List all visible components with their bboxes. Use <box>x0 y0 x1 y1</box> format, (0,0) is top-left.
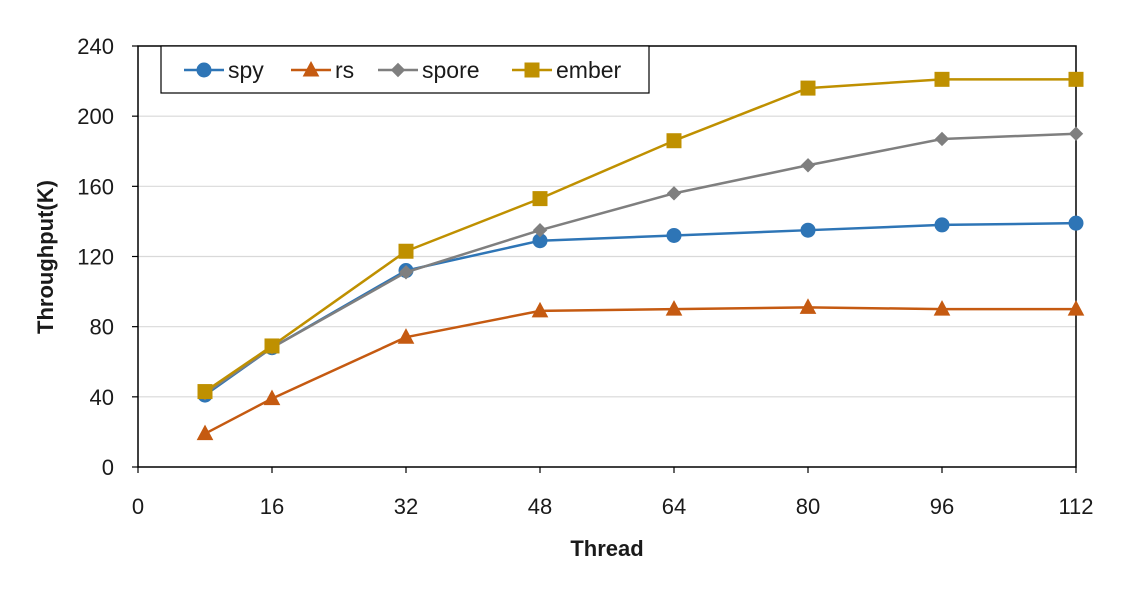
x-tick-label: 80 <box>796 494 820 519</box>
series-spore <box>197 126 1084 401</box>
data-point-spore <box>532 222 548 238</box>
legend-marker-ember <box>524 62 540 78</box>
data-point-rs <box>933 300 951 316</box>
x-tick-label: 0 <box>132 494 144 519</box>
legend-marker-rs <box>302 60 320 77</box>
data-point-ember <box>1068 71 1084 87</box>
y-tick-label: 160 <box>77 174 114 199</box>
y-tick-label: 80 <box>90 315 114 340</box>
x-tick-label: 48 <box>528 494 552 519</box>
x-tick-label: 112 <box>1058 494 1093 519</box>
x-tick-label: 64 <box>662 494 686 519</box>
legend-item-ember: ember <box>512 57 622 83</box>
data-point-spore <box>934 131 950 147</box>
data-point-spy <box>934 217 950 233</box>
gridlines <box>138 115 1076 398</box>
data-point-rs <box>665 300 683 316</box>
x-axis-ticks: 0 16 32 48 64 80 96 112 <box>132 467 1094 519</box>
x-tick-label: 32 <box>394 494 418 519</box>
legend-item-spore: spore <box>378 57 480 83</box>
data-point-ember <box>264 338 280 354</box>
legend-label: rs <box>335 57 354 83</box>
legend-label: ember <box>556 57 622 83</box>
data-point-ember <box>197 384 213 400</box>
data-point-spore <box>800 158 816 173</box>
legend-marker-spy <box>196 62 212 78</box>
series-line-ember <box>204 78 1076 393</box>
data-point-spore <box>666 186 682 201</box>
data-point-rs <box>263 389 281 406</box>
x-tick-label: 16 <box>260 494 284 519</box>
legend-item-rs: rs <box>291 57 354 83</box>
data-point-spy <box>800 222 816 238</box>
legend-marker-spore <box>390 62 406 78</box>
series-ember <box>197 71 1084 400</box>
y-tick-label: 120 <box>77 245 114 270</box>
data-point-ember <box>532 191 548 207</box>
y-tick-label: 40 <box>90 385 114 410</box>
data-point-ember <box>666 133 682 149</box>
data-point-ember <box>934 71 950 87</box>
y-tick-label: 240 <box>77 34 114 59</box>
series-line-spore <box>204 132 1077 395</box>
series-group <box>196 71 1085 441</box>
data-point-ember <box>800 80 816 96</box>
y-tick-label: 0 <box>102 455 114 480</box>
data-point-spy <box>1068 215 1084 231</box>
x-tick-label: 96 <box>930 494 954 519</box>
data-point-rs <box>799 298 817 314</box>
legend-label: spore <box>422 57 480 83</box>
data-point-rs <box>196 424 214 441</box>
y-tick-label: 200 <box>77 104 114 129</box>
series-rs <box>196 298 1085 441</box>
y-axis-ticks: 0 40 80 120 160 200 240 <box>77 34 138 480</box>
data-point-spy <box>666 227 682 243</box>
legend: spy rs spore ember <box>160 45 650 94</box>
legend-label: spy <box>228 57 264 83</box>
data-point-rs <box>1067 300 1085 316</box>
data-point-rs <box>397 328 415 344</box>
series-line-rs <box>204 306 1076 435</box>
x-axis-title: Thread <box>570 536 643 561</box>
data-point-ember <box>398 243 414 259</box>
data-point-rs <box>531 301 549 318</box>
data-point-spore <box>1068 126 1084 141</box>
y-axis-title: Throughput(K) <box>33 180 58 334</box>
data-point-spore <box>398 265 414 280</box>
legend-item-spy: spy <box>184 57 264 83</box>
